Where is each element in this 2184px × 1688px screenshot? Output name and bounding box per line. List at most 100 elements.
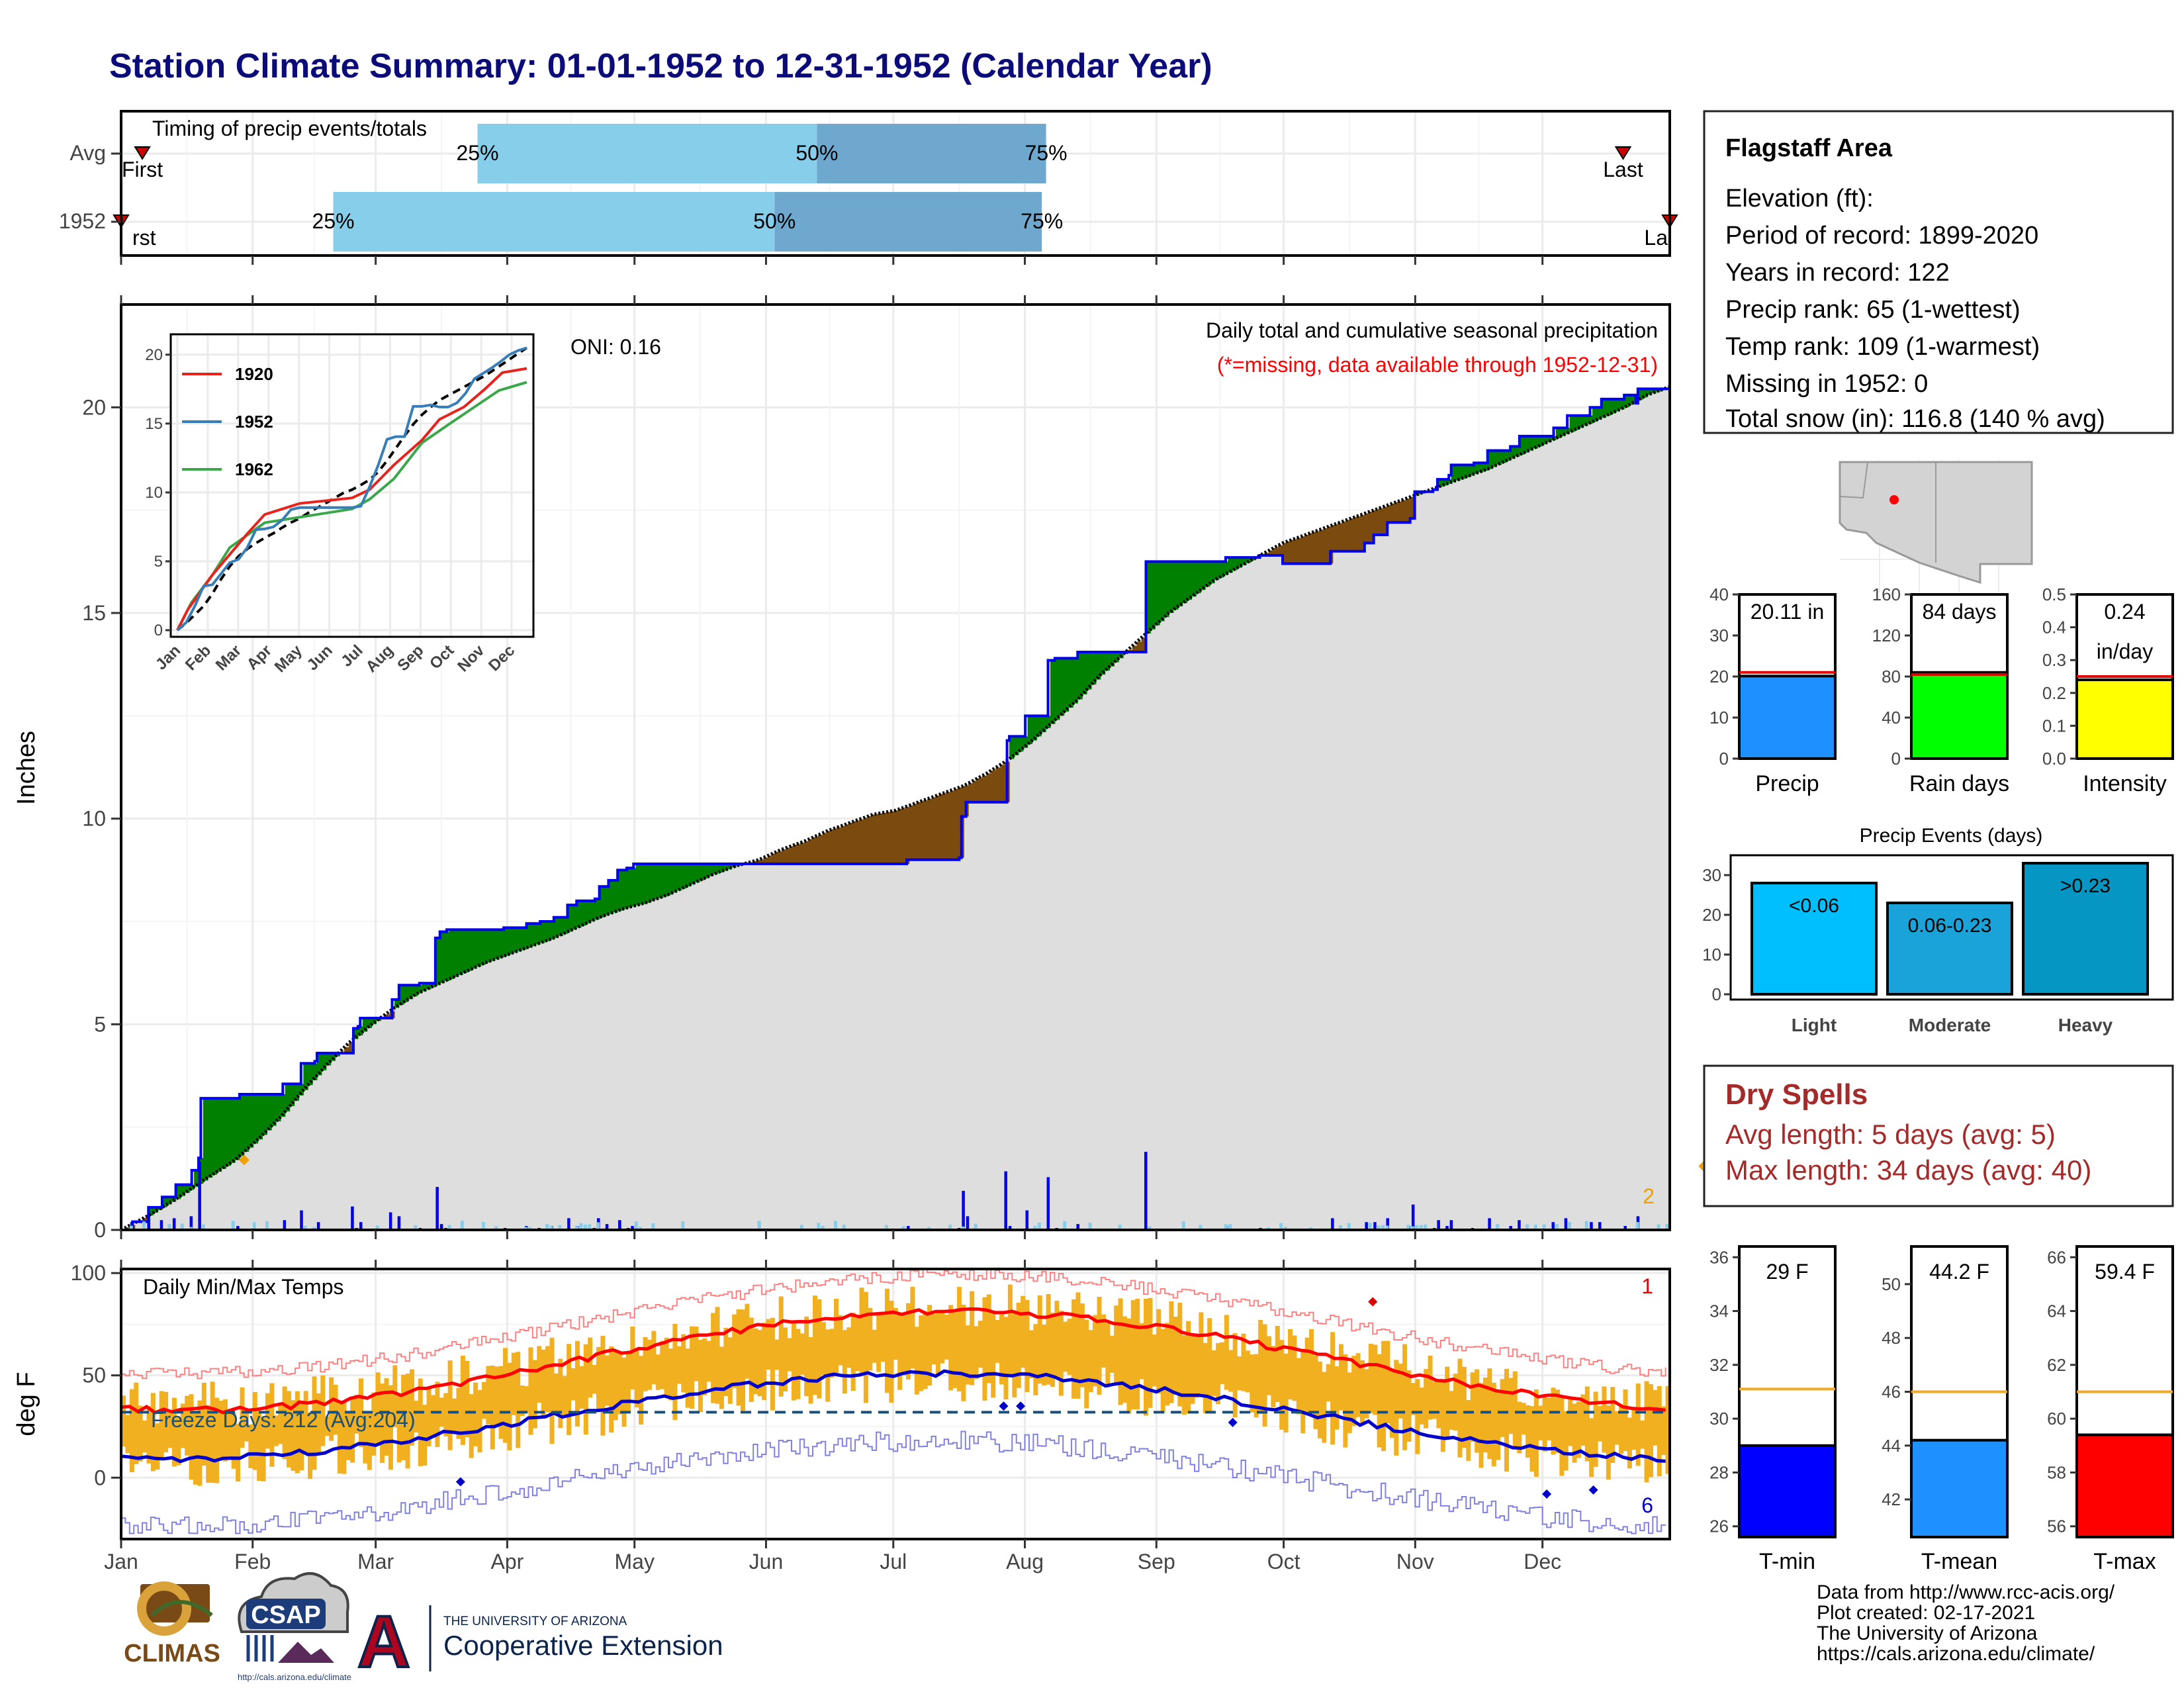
daily-avg-precip-tick: [1228, 1224, 1232, 1230]
rain-days-gauge-tick-label: 40: [1882, 708, 1901, 727]
daily-temp-range-bar: [1619, 1405, 1624, 1454]
daily-temp-range-bar: [884, 1288, 889, 1393]
wetter-than-average-fill: [1583, 415, 1588, 426]
daily-temp-range-bar: [651, 1331, 657, 1385]
daily-precip-bar: [1008, 1226, 1012, 1230]
daily-temp-range-bar: [1097, 1297, 1102, 1395]
timing-p25-label: 25%: [312, 209, 355, 233]
wetter-than-average-fill: [1173, 561, 1179, 610]
wetter-than-average-fill: [640, 864, 646, 904]
wetter-than-average-fill: [1191, 561, 1197, 597]
daily-temp-range-bar: [672, 1323, 678, 1421]
daily-avg-precip-tick: [1542, 1224, 1546, 1230]
wetter-than-average-fill: [581, 900, 586, 926]
wetter-than-average-fill: [435, 937, 441, 986]
daily-precip-bar: [236, 1226, 240, 1230]
daily-temp-range-bar: [592, 1364, 597, 1394]
daily-temp-range-bar: [469, 1394, 474, 1458]
timing-row-1952-label: 1952: [59, 209, 106, 233]
drier-than-average-fill: [1283, 543, 1288, 564]
wetter-than-average-fill: [1168, 561, 1174, 613]
daily-avg-precip-tick: [1635, 1222, 1639, 1230]
daily-avg-precip-tick: [1533, 1225, 1537, 1230]
daily-precip-bar: [1488, 1218, 1491, 1230]
wetter-than-average-fill: [1082, 652, 1087, 695]
daily-avg-precip-tick: [1525, 1224, 1529, 1230]
daily-temp-range-bar: [1156, 1309, 1161, 1394]
daily-temp-range-bar: [1351, 1356, 1357, 1427]
inset-average-line: [176, 346, 528, 632]
daily-temp-range-bar: [1457, 1358, 1463, 1458]
daily-temp-range-bar: [1347, 1372, 1352, 1433]
daily-temp-range-bar: [940, 1309, 945, 1364]
daily-temp-range-bar: [1614, 1411, 1619, 1445]
drier-than-average-fill: [1360, 515, 1365, 551]
daily-precip-bar: [439, 1224, 443, 1230]
daily-temp-range-bar: [359, 1378, 364, 1448]
daily-temp-range-bar: [282, 1386, 287, 1460]
daily-temp-range-bar: [846, 1327, 852, 1368]
drier-than-average-fill: [1296, 538, 1302, 564]
daily-temp-range-bar: [1160, 1329, 1165, 1413]
daily-temp-range-bar: [910, 1286, 915, 1369]
daily-temp-range-bar: [392, 1365, 398, 1428]
wetter-than-average-fill: [394, 1000, 400, 1008]
daily-temp-range-bar: [1114, 1305, 1119, 1385]
wetter-than-average-fill: [1218, 561, 1224, 578]
wetter-than-average-fill: [676, 864, 682, 891]
wetter-than-average-fill: [1100, 652, 1106, 675]
daily-precip-bar: [1623, 1226, 1627, 1230]
inset-ytick-label: 0: [154, 622, 163, 639]
daily-temp-range-bar: [303, 1391, 308, 1454]
wetter-than-average-fill: [444, 931, 450, 982]
daily-temp-range-bar: [1101, 1314, 1106, 1368]
daily-temp-range-bar: [893, 1307, 898, 1360]
daily-precip-bar: [159, 1220, 163, 1230]
tmax-gauge-value: 59.4 F: [2095, 1260, 2155, 1284]
logos: CLIMAS CSAP http://cals.arizona.edu/clim…: [124, 1572, 723, 1684]
drier-than-average-fill: [1000, 765, 1005, 802]
daily-temp-range-bar: [1139, 1323, 1144, 1380]
precip-title: Daily total and cumulative seasonal prec…: [1206, 318, 1658, 342]
daily-temp-range-bar: [630, 1326, 635, 1389]
wetter-than-average-fill: [1187, 561, 1192, 600]
wetter-than-average-fill: [1109, 652, 1115, 667]
wetter-than-average-fill: [1610, 399, 1616, 414]
wetter-than-average-fill: [1013, 736, 1019, 755]
daily-temp-range-bar: [287, 1391, 292, 1468]
daily-temp-range-bar: [236, 1423, 241, 1482]
daily-precip-bar: [1331, 1218, 1334, 1230]
daily-temp-range-bar: [129, 1389, 134, 1473]
daily-temp-range-bar: [719, 1346, 724, 1409]
daily-avg-precip-tick: [1584, 1221, 1588, 1230]
daily-temp-range-bar: [1207, 1318, 1212, 1413]
temp-title: Daily Min/Max Temps: [143, 1275, 343, 1299]
inset-legend-label: 1920: [235, 364, 273, 384]
timing-p75-label: 75%: [1025, 141, 1068, 165]
wetter-than-average-fill: [417, 985, 422, 994]
precip-events-category-light: Light: [1792, 1015, 1837, 1035]
timing-bar-q50-q75: [774, 192, 1042, 252]
tmax-gauge-bar: [2075, 1433, 2174, 1539]
daily-temp-range-bar: [524, 1385, 529, 1413]
wetter-than-average-fill: [1059, 658, 1065, 716]
tmax-gauge-tick-label: 58: [2047, 1462, 2066, 1482]
daily-avg-precip-tick: [481, 1222, 485, 1230]
station-snow: Total snow (in): 116.8 (140 % avg): [1725, 405, 2105, 433]
daily-avg-precip-tick: [460, 1221, 464, 1230]
daily-temp-range-bar: [1500, 1379, 1505, 1437]
daily-avg-precip-tick: [528, 1227, 532, 1230]
tmean-gauge-value: 44.2 F: [1929, 1260, 1989, 1284]
daily-temp-range-bar: [952, 1311, 958, 1388]
drier-than-average-fill: [1346, 520, 1351, 551]
wetter-than-average-fill: [398, 985, 404, 1006]
daily-temp-range-bar: [155, 1423, 160, 1470]
daily-temp-range-bar: [1165, 1323, 1170, 1406]
intensity-gauge-tick-label: 0.0: [2042, 749, 2066, 769]
wetter-than-average-fill: [148, 1207, 154, 1216]
tmean-gauge-tick-label: 50: [1882, 1274, 1901, 1294]
daily-temp-range-bar: [1533, 1389, 1539, 1477]
daily-avg-precip-tick: [524, 1227, 528, 1230]
daily-avg-precip-tick: [549, 1225, 553, 1230]
daily-temp-range-bar: [634, 1350, 639, 1408]
